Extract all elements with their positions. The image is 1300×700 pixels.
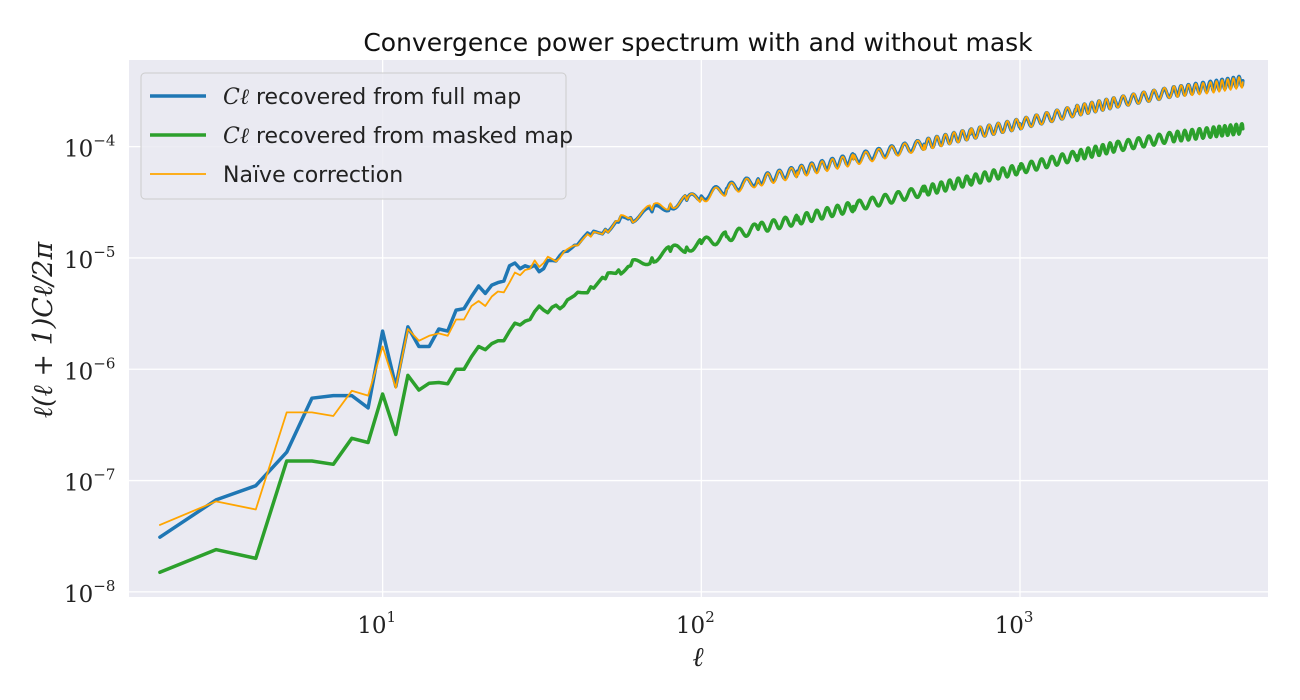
legend-text-masked-map: recovered from masked map — [249, 124, 573, 149]
y-tick-exponent: −6 — [93, 354, 115, 372]
x-axis-label: ℓ — [692, 642, 704, 673]
x-tick-base: 10 — [676, 613, 705, 639]
legend-label-naive-correction: Naïve correction — [223, 163, 403, 188]
x-tick-exponent: 3 — [1024, 608, 1034, 626]
x-tick-base: 10 — [357, 613, 386, 639]
y-axis-label: ℓ(ℓ + 1)Cℓ/2π — [28, 241, 59, 419]
y-tick-label: 10−8 — [64, 577, 115, 608]
y-tick-base: 10 — [64, 359, 93, 385]
legend-math-masked-map: Cℓ — [223, 124, 250, 149]
y-tick-label: 10−5 — [64, 243, 115, 274]
y-tick-exponent: −4 — [93, 132, 115, 150]
y-tick-base: 10 — [64, 137, 93, 163]
legend: Cℓ recovered from full map Cℓ recovered … — [140, 72, 573, 200]
series-layer — [158, 74, 1245, 575]
y-tick-exponent: −5 — [93, 243, 115, 261]
x-tick-exponent: 1 — [387, 608, 397, 626]
legend-label-masked-map: Cℓ recovered from masked map — [223, 124, 573, 149]
y-tick-base: 10 — [64, 248, 93, 274]
y-tick-exponent: −8 — [93, 577, 115, 595]
legend-box — [140, 72, 567, 200]
chart-title: Convergence power spectrum with and with… — [363, 28, 1033, 57]
legend-label-full-map: Cℓ recovered from full map — [223, 85, 521, 110]
legend-text-full-map: recovered from full map — [249, 85, 521, 110]
legend-math-full-map: Cℓ — [223, 85, 250, 110]
y-tick-base: 10 — [64, 582, 93, 608]
x-tick-label: 103 — [995, 608, 1034, 639]
series-masked-map — [158, 122, 1245, 575]
y-tick-label: 10−7 — [64, 466, 115, 497]
series-naive-correction — [159, 76, 1244, 526]
y-tick-base: 10 — [64, 471, 93, 497]
x-tick-base: 10 — [995, 613, 1024, 639]
x-tick-label: 102 — [676, 608, 715, 639]
x-tick-exponent: 2 — [705, 608, 715, 626]
y-tick-label: 10−4 — [64, 132, 115, 163]
y-tick-label: 10−6 — [64, 354, 115, 385]
y-tick-exponent: −7 — [93, 466, 115, 484]
x-tick-label: 101 — [357, 608, 396, 639]
